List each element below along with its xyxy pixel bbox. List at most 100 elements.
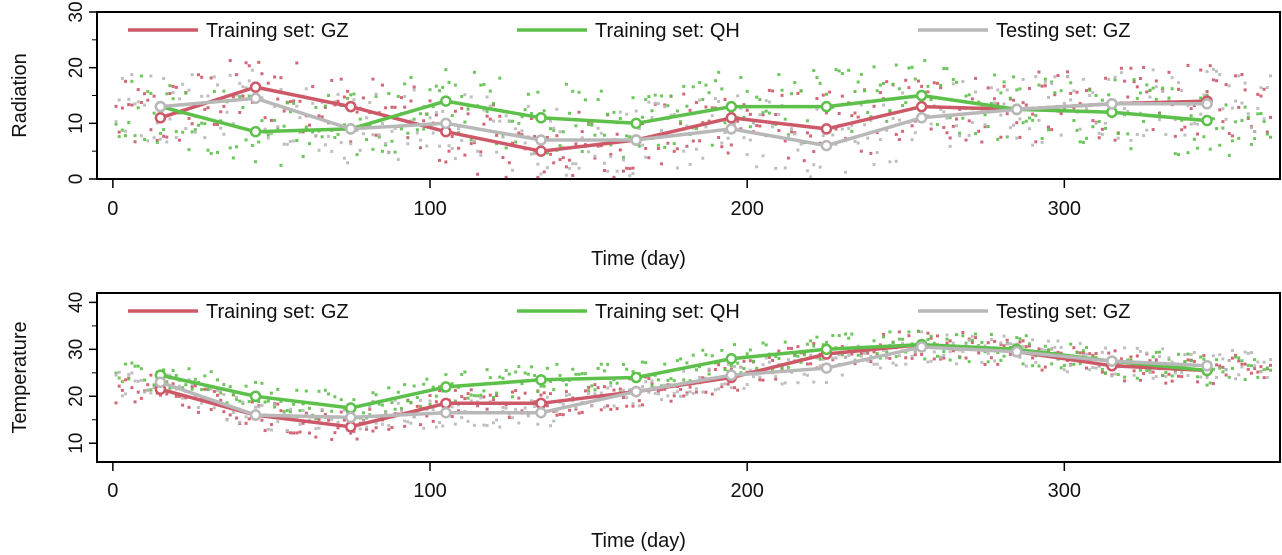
series-marker [1201,360,1213,372]
daily-point [419,112,423,116]
daily-point [447,144,451,148]
daily-point [631,96,635,100]
daily-point [882,335,886,339]
daily-point [837,69,841,73]
daily-point [219,391,223,395]
daily-point [231,122,235,126]
daily-point [999,341,1003,345]
daily-point [885,356,889,360]
daily-point [790,346,794,350]
daily-point [1161,86,1165,90]
daily-point [707,91,711,95]
daily-point [942,353,946,357]
daily-point [1142,65,1146,69]
daily-point [599,391,603,395]
daily-point [1078,127,1082,131]
daily-point [904,101,908,105]
daily-point [517,131,521,135]
daily-point [285,142,289,146]
daily-point [244,138,248,142]
daily-point [323,412,327,416]
daily-point [146,383,150,387]
daily-point [1040,84,1044,88]
daily-point [745,352,749,356]
daily-point [444,373,448,377]
daily-point [438,89,442,93]
daily-point [771,89,775,93]
daily-point [1224,368,1228,372]
daily-point [824,111,828,115]
daily-point [840,345,844,349]
daily-point [1145,90,1149,94]
daily-point [257,140,261,144]
daily-point [333,395,337,399]
daily-point [377,133,381,137]
daily-point [1135,346,1139,350]
daily-point [1243,81,1247,85]
daily-point [1123,379,1127,383]
daily-point [139,378,143,382]
daily-point [507,416,511,420]
daily-point [517,121,521,125]
daily-point [688,162,692,166]
daily-point [682,149,686,153]
daily-point [469,393,473,397]
series-line [159,345,1208,420]
daily-point [564,393,568,397]
daily-point [1088,352,1092,356]
series-marker [820,362,833,374]
daily-point [339,77,343,81]
daily-point [469,95,473,99]
daily-point [292,99,296,103]
daily-point [155,138,159,142]
series-marker [154,100,167,113]
daily-point [387,151,391,155]
daily-point [216,388,220,392]
daily-point [1167,356,1171,360]
daily-point [1259,365,1263,369]
daily-point [380,149,384,153]
x-tick-label: 300 [1048,480,1081,502]
daily-point [843,332,847,336]
daily-point [196,123,200,127]
daily-point [1151,128,1155,132]
daily-point [1037,70,1041,74]
daily-point [577,90,581,94]
daily-point [1053,93,1057,97]
daily-point [907,334,911,338]
daily-point [472,139,476,143]
daily-point [1246,367,1250,371]
daily-point [422,119,426,123]
daily-point [599,89,603,93]
daily-point [1043,84,1047,88]
daily-point [688,108,692,112]
daily-point [961,334,965,338]
daily-point [530,399,534,403]
daily-point [403,105,407,109]
daily-point [637,144,641,148]
daily-point [647,156,651,160]
daily-point [694,127,698,131]
daily-point [612,404,616,408]
daily-point [1148,88,1152,92]
daily-point [190,73,194,77]
daily-point [932,350,936,354]
daily-point [698,139,702,143]
daily-point [209,387,213,391]
daily-point [238,95,242,99]
daily-point [942,110,946,114]
daily-point [552,128,556,132]
daily-point [666,104,670,108]
daily-point [396,401,400,405]
daily-point [295,104,299,108]
series-marker [249,125,262,138]
daily-point [1142,134,1146,138]
daily-point [612,110,616,114]
series-marker [1011,345,1023,358]
daily-point [669,377,673,381]
daily-point [406,142,410,146]
daily-point [564,390,568,394]
daily-point [380,121,384,125]
daily-point [926,360,930,364]
daily-point [793,354,797,358]
